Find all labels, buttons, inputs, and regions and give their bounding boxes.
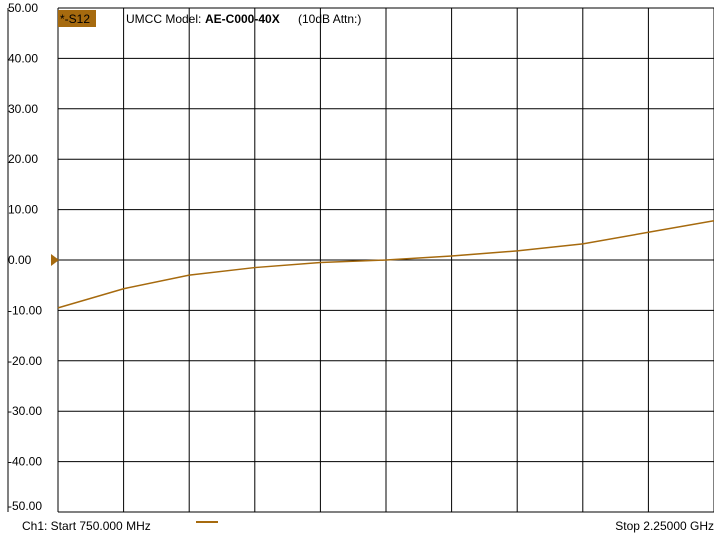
attenuation-label: (10dB Attn:) [298, 12, 361, 26]
marker-label: *-S12 [60, 12, 90, 26]
y-tick-label: 0.00 [8, 253, 32, 267]
y-tick-label: -10.00 [8, 303, 42, 317]
y-tick-label: -30.00 [8, 404, 42, 418]
y-tick-label: -20.00 [8, 354, 42, 368]
stop-frequency: Stop 2.25000 GHz [615, 519, 714, 533]
grid [7, 7, 714, 513]
y-tick-label: 30.00 [8, 102, 38, 116]
trace-series [57, 219, 714, 309]
y-tick-label: 20.00 [8, 152, 38, 166]
y-axis-labels: 50.00 40.00 30.00 20.00 10.00 0.00 -10.00 -20.0… [8, 1, 42, 513]
reference-marker-icon[interactable] [51, 254, 59, 266]
y-tick-label: 10.00 [8, 203, 38, 217]
y-tick-label: 50.00 [8, 1, 38, 15]
trace-line [57, 219, 714, 309]
y-tick-label: 40.00 [8, 51, 38, 65]
start-frequency: Ch1: Start 750.000 MHz [22, 519, 151, 533]
y-tick-label: -40.00 [8, 455, 42, 469]
model-value: AE-C000-40X [205, 12, 280, 26]
model-label: UMCC Model: [126, 12, 201, 26]
y-tick-label: -50.00 [8, 499, 42, 513]
marker-badge[interactable] [58, 10, 96, 27]
